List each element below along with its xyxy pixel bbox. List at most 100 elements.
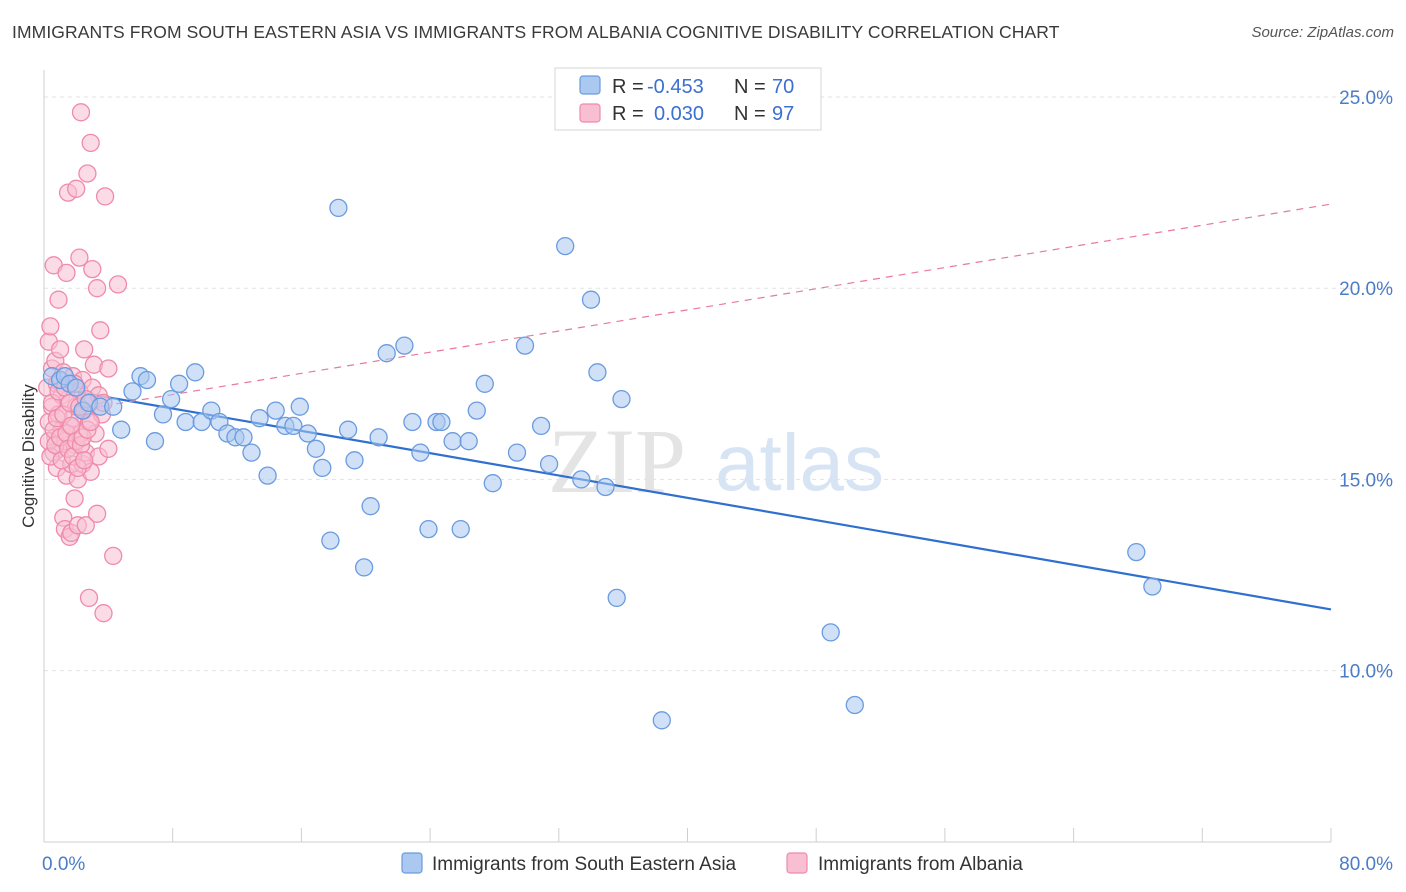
- point-sea-67: [821, 623, 840, 642]
- point-albania-62: [91, 321, 110, 340]
- legend-r-label-0: R =: [612, 76, 644, 98]
- legend-swatch-pink: [579, 103, 601, 123]
- legend-n-label-0: N =: [734, 76, 766, 98]
- point-sea-9: [112, 420, 131, 439]
- bottom-legend-label-0: Immigrants from South Eastern Asia: [432, 854, 737, 875]
- bottom-legend-label-1: Immigrants from Albania: [818, 854, 1023, 875]
- legend: R = -0.453 N = 70 R = 0.030 N = 97: [554, 67, 822, 131]
- x-tick-label-end: 80.0%: [1339, 854, 1393, 875]
- point-albania-59: [87, 279, 107, 298]
- point-sea-36: [329, 198, 348, 218]
- point-sea-33: [306, 439, 326, 458]
- point-sea-60: [572, 470, 591, 489]
- point-sea-41: [369, 428, 388, 447]
- point-sea-24: [234, 428, 253, 447]
- bottom-legend-swatch-blue: [401, 852, 423, 874]
- point-sea-51: [459, 432, 478, 451]
- source-credit: Source: ZipAtlas.com: [1251, 24, 1394, 41]
- point-sea-45: [411, 443, 430, 462]
- point-sea-38: [345, 451, 364, 470]
- point-sea-30: [284, 416, 303, 436]
- point-sea-52: [467, 401, 486, 420]
- point-albania-50: [79, 588, 99, 608]
- legend-n-value-1: 97: [772, 103, 794, 125]
- point-albania-3: [41, 317, 60, 336]
- tick-labels: 25.0% 20.0% 15.0% 10.0% 0.0% 80.0%: [42, 88, 1393, 875]
- axes: [43, 70, 1332, 843]
- point-albania-67: [99, 359, 118, 378]
- point-albania-58: [87, 504, 107, 523]
- point-sea-15: [161, 389, 181, 409]
- point-sea-32: [298, 424, 317, 443]
- point-sea-57: [531, 416, 551, 436]
- point-sea-12: [137, 370, 157, 390]
- point-sea-48: [432, 412, 451, 432]
- point-sea-49: [443, 432, 462, 451]
- point-sea-16: [169, 374, 189, 393]
- point-sea-39: [354, 558, 374, 577]
- y-tick-label-2: 15.0%: [1339, 470, 1393, 491]
- point-albania-48: [78, 164, 97, 183]
- point-sea-70: [1143, 577, 1162, 596]
- data-points: [38, 103, 1162, 730]
- point-sea-37: [338, 420, 358, 439]
- point-albania-38: [70, 248, 89, 267]
- point-albania-12: [49, 290, 68, 309]
- point-sea-46: [419, 519, 438, 539]
- point-sea-26: [250, 409, 269, 428]
- point-sea-44: [403, 412, 422, 432]
- point-sea-34: [313, 458, 332, 478]
- point-sea-53: [475, 374, 494, 393]
- watermark: ZIP atlas: [548, 410, 884, 512]
- point-albania-40: [71, 103, 91, 122]
- point-sea-14: [153, 405, 173, 424]
- point-sea-69: [1127, 542, 1146, 562]
- x-tick-label-start: 0.0%: [42, 854, 85, 875]
- point-sea-63: [596, 477, 615, 497]
- y-tick-label-3: 10.0%: [1339, 662, 1393, 683]
- point-albania-46: [76, 516, 95, 535]
- point-albania-66: [95, 187, 115, 206]
- point-sea-56: [515, 336, 535, 355]
- legend-r-value-0: -0.453: [647, 76, 704, 98]
- point-albania-69: [104, 546, 123, 566]
- watermark-zip: ZIP: [548, 410, 686, 512]
- point-sea-10: [123, 382, 142, 401]
- legend-swatch-blue: [579, 75, 601, 95]
- point-sea-43: [395, 336, 414, 355]
- point-sea-31: [290, 397, 309, 416]
- point-sea-65: [612, 389, 631, 409]
- point-sea-62: [588, 363, 607, 382]
- point-sea-59: [556, 236, 575, 256]
- y-tick-label-0: 25.0%: [1339, 88, 1393, 109]
- legend-n-label-1: N =: [734, 103, 766, 125]
- point-albania-44: [75, 340, 94, 359]
- point-sea-28: [266, 401, 285, 420]
- point-sea-50: [451, 519, 470, 539]
- point-albania-93: [75, 451, 94, 470]
- watermark-atlas: atlas: [715, 418, 884, 507]
- legend-r-value-1: 0.030: [654, 103, 704, 125]
- point-sea-13: [145, 432, 165, 451]
- point-sea-25: [242, 443, 261, 462]
- point-sea-64: [607, 588, 626, 608]
- point-albania-68: [99, 439, 118, 458]
- point-albania-22: [57, 263, 76, 283]
- point-sea-58: [539, 454, 559, 474]
- point-sea-42: [377, 344, 396, 363]
- point-sea-4: [67, 378, 86, 397]
- point-sea-17: [176, 412, 195, 432]
- point-sea-68: [845, 695, 864, 715]
- point-albania-32: [65, 489, 84, 508]
- point-albania-64: [94, 604, 113, 623]
- chart-title: IMMIGRANTS FROM SOUTH EASTERN ASIA VS IM…: [12, 22, 1060, 42]
- point-sea-8: [104, 397, 123, 416]
- point-albania-52: [81, 133, 100, 153]
- point-sea-66: [652, 711, 671, 730]
- point-sea-54: [483, 474, 502, 493]
- y-tick-label-1: 20.0%: [1339, 279, 1393, 300]
- point-sea-61: [581, 290, 601, 309]
- legend-r-label-1: R =: [612, 103, 644, 125]
- point-sea-27: [258, 466, 277, 485]
